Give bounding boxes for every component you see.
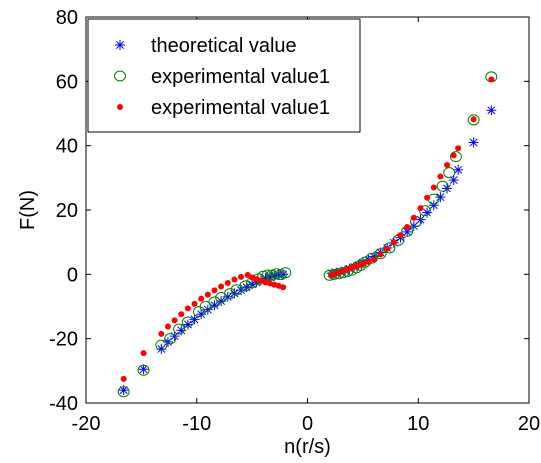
- data-point: [280, 284, 287, 291]
- data-point: [468, 137, 479, 148]
- data-point: [467, 114, 480, 126]
- data-point: [359, 260, 366, 267]
- data-point: [137, 364, 150, 376]
- data-point: [138, 364, 149, 375]
- data-point: [410, 214, 417, 221]
- data-point: [453, 164, 464, 175]
- data-point: [140, 350, 147, 357]
- y-tick-label: -40: [49, 393, 78, 415]
- data-point: [117, 386, 130, 398]
- y-tick-label: 0: [67, 264, 78, 286]
- x-tick-label: -20: [72, 413, 101, 435]
- data-point: [430, 184, 437, 191]
- data-point: [435, 192, 446, 203]
- data-point: [486, 105, 497, 116]
- data-point: [390, 239, 397, 246]
- data-point: [238, 273, 245, 280]
- data-point: [470, 116, 477, 123]
- data-point: [223, 288, 236, 300]
- data-point: [488, 76, 495, 83]
- data-point: [437, 173, 444, 180]
- data-point: [171, 317, 178, 324]
- data-point: [164, 323, 171, 330]
- data-point: [374, 248, 387, 260]
- data-point: [202, 304, 213, 315]
- data-point: [397, 232, 404, 239]
- series-3: [120, 76, 495, 382]
- data-point: [450, 152, 457, 159]
- data-point: [365, 258, 372, 265]
- y-tick-label: 80: [56, 7, 78, 29]
- data-point: [178, 311, 185, 318]
- data-point: [270, 268, 283, 280]
- x-tick-label: 20: [518, 413, 540, 435]
- data-point: [196, 309, 207, 320]
- y-tick-label: 20: [56, 200, 78, 222]
- data-point: [377, 251, 384, 258]
- data-point: [448, 175, 459, 186]
- data-point: [261, 269, 274, 281]
- legend-box: [87, 18, 361, 133]
- data-point: [279, 267, 292, 279]
- data-point: [417, 205, 424, 212]
- y-axis-label: F(N): [17, 190, 39, 230]
- legend-entry: theoretical value: [151, 35, 297, 57]
- legend-marker: [117, 104, 123, 110]
- y-tick-label: 40: [56, 136, 78, 158]
- legend-marker: [114, 70, 126, 82]
- data-point: [162, 336, 173, 347]
- data-point: [222, 291, 233, 302]
- data-point: [404, 224, 411, 231]
- data-point: [244, 271, 251, 278]
- data-point: [383, 242, 396, 254]
- y-tick-label: -20: [49, 329, 78, 351]
- data-point: [204, 291, 211, 298]
- x-tick-label: 0: [302, 413, 313, 435]
- data-point: [120, 375, 127, 382]
- data-marks: [117, 71, 498, 398]
- y-tick-label: 60: [56, 71, 78, 93]
- data-point: [422, 207, 433, 218]
- data-point: [455, 145, 462, 152]
- legend-entry: experimental value1: [151, 97, 330, 119]
- data-point: [211, 287, 218, 294]
- data-point: [436, 180, 449, 192]
- data-point: [384, 245, 391, 252]
- data-point: [184, 305, 191, 312]
- data-point: [191, 300, 198, 307]
- data-point: [370, 256, 377, 263]
- data-point: [443, 167, 456, 179]
- data-point: [444, 161, 451, 168]
- data-point: [239, 280, 252, 292]
- data-point: [218, 283, 225, 290]
- data-point: [424, 194, 431, 201]
- data-point: [198, 295, 205, 302]
- legend-marker: [115, 40, 125, 50]
- data-point: [428, 200, 439, 211]
- data-point: [181, 316, 194, 328]
- legend: theoretical value experimental value1 expe…: [87, 18, 361, 133]
- data-point: [231, 276, 238, 283]
- data-point: [155, 339, 168, 351]
- data-point: [189, 314, 200, 325]
- data-point: [449, 151, 462, 163]
- data-point: [158, 330, 165, 337]
- x-tick-label: 10: [407, 413, 429, 435]
- legend-entry: experimental value1: [151, 66, 330, 88]
- x-tick-label: -10: [182, 413, 211, 435]
- data-point: [224, 280, 231, 287]
- data-point: [173, 323, 186, 335]
- data-point: [164, 333, 177, 345]
- series-1: [118, 105, 497, 396]
- x-axis-label: n(r/s): [284, 436, 331, 458]
